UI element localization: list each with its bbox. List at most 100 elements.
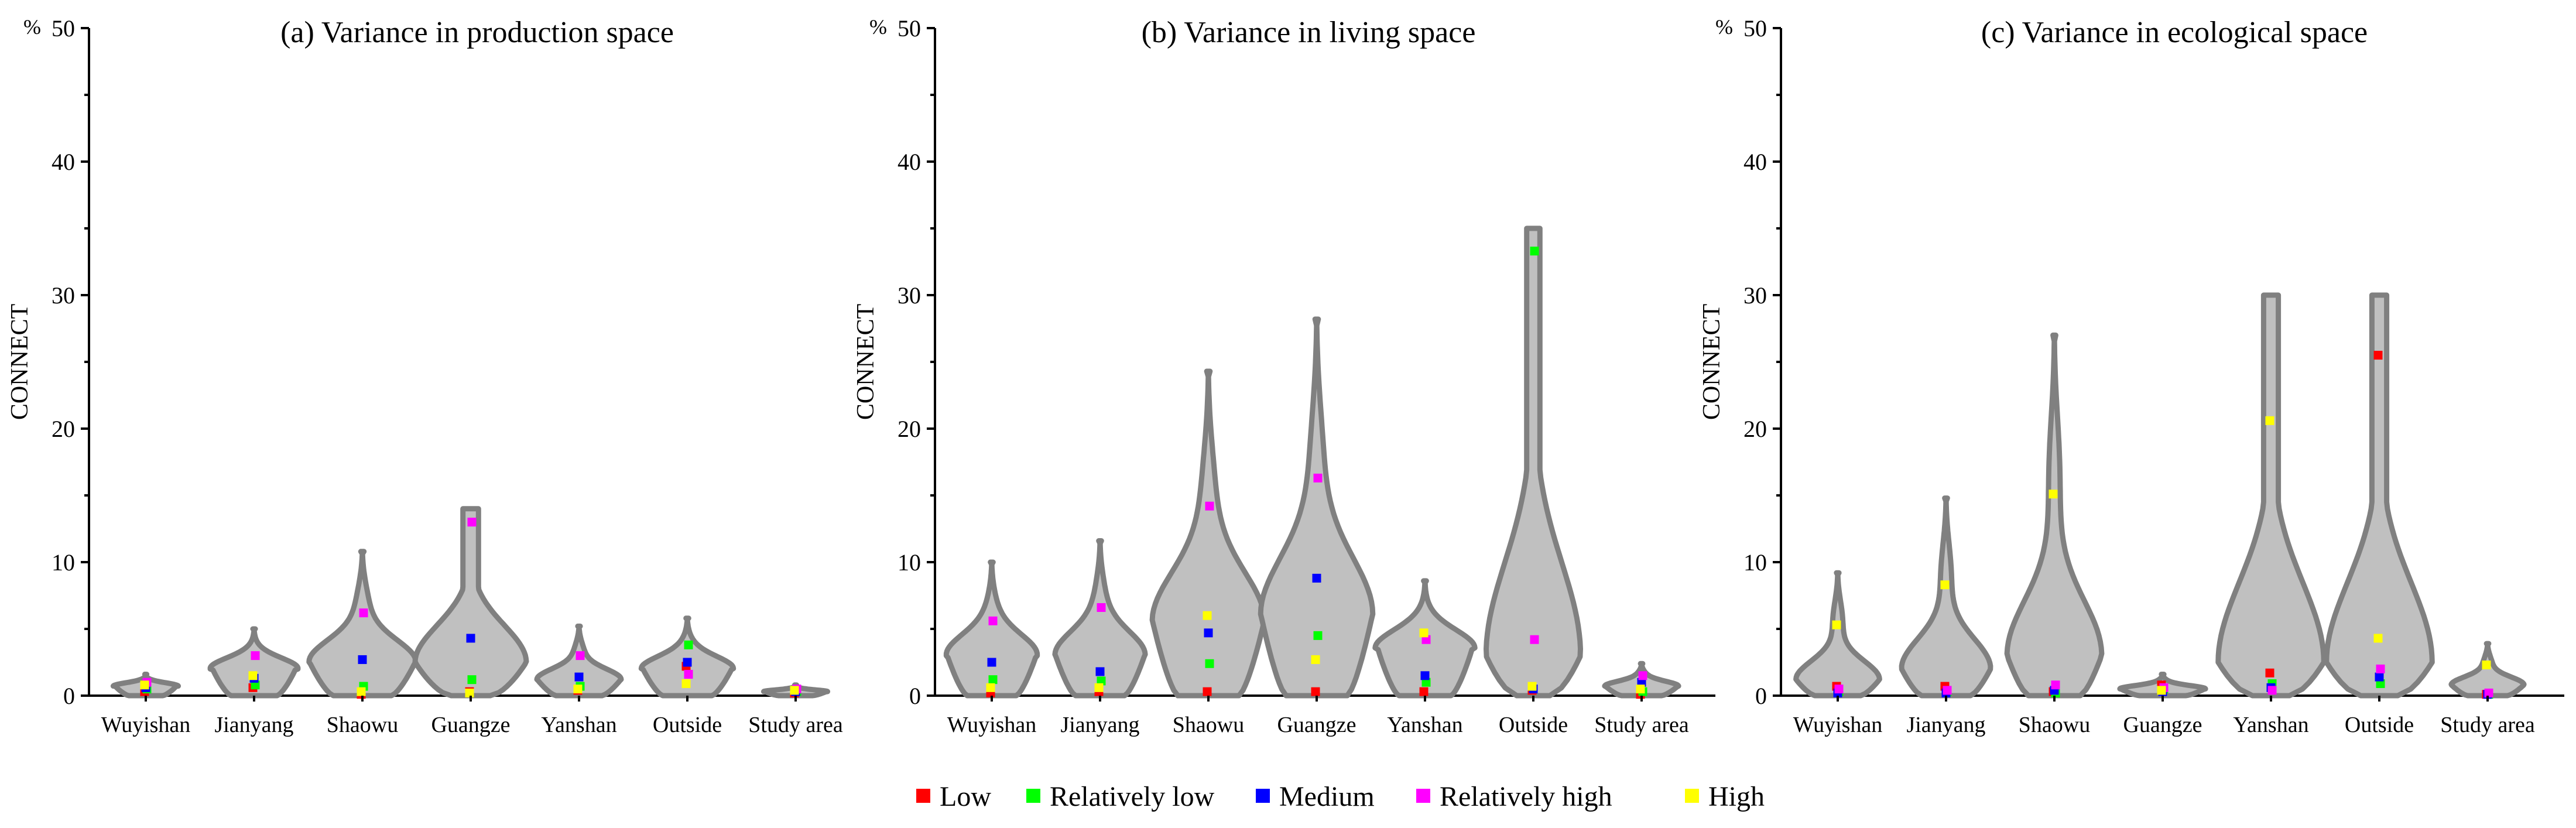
x-tick-label-wuyishan: Wuyishan <box>1793 713 1883 737</box>
y-tick-label: 50 <box>1743 15 1767 42</box>
point-relatively-high-shaowu <box>2051 680 2060 690</box>
violin-yanshan <box>534 623 624 699</box>
point-medium-wuyishan <box>987 658 996 667</box>
point-high-guangze <box>465 688 474 697</box>
point-high-study-area <box>2482 661 2491 670</box>
point-medium-shaowu <box>358 655 367 664</box>
point-medium-outside <box>683 658 692 667</box>
point-low-yanshan <box>2265 668 2274 678</box>
point-relatively-low-outside <box>684 640 693 649</box>
point-relatively-high-study-area <box>2484 688 2493 697</box>
violin-wuyishan <box>1793 570 1882 699</box>
violin-outside <box>2324 292 2435 699</box>
point-medium-outside <box>2375 672 2384 682</box>
x-tick-label-wuyishan: Wuyishan <box>101 713 191 737</box>
point-high-study-area <box>790 686 799 695</box>
panel-3: (c) Variance in ecological space% CONNECT… <box>1698 15 2564 737</box>
violin-outside <box>638 615 737 699</box>
legend-item-medium: Medium <box>1256 781 1375 812</box>
legend-item-high: High <box>1685 781 1765 812</box>
violin-guangze <box>1258 316 1376 699</box>
point-high-outside <box>2373 634 2383 643</box>
point-relatively-high-yanshan <box>576 651 585 661</box>
point-relatively-high-shaowu <box>359 608 368 618</box>
point-relatively-high-guangze <box>467 518 477 527</box>
violin-study-area <box>2448 641 2527 699</box>
y-tick-label: 10 <box>1743 549 1767 576</box>
x-tick-label-yanshan: Yanshan <box>1387 713 1462 737</box>
y-tick-label: 50 <box>898 15 921 42</box>
point-relatively-low-guangze <box>467 675 477 685</box>
y-unit-label: % <box>869 15 887 39</box>
point-relatively-high-yanshan <box>2267 686 2277 695</box>
x-tick-label-shaowu: Shaowu <box>2019 713 2090 737</box>
point-relatively-low-guangze <box>1313 631 1323 640</box>
panel-title: (a) Variance in production space <box>280 16 674 49</box>
x-tick-label-yanshan: Yanshan <box>2233 713 2308 737</box>
point-medium-yanshan <box>574 672 584 682</box>
y-axis-label: CONNECT <box>6 304 33 420</box>
y-tick-label: 0 <box>909 683 921 709</box>
legend-swatch <box>916 789 930 803</box>
violin-outside <box>1484 225 1583 699</box>
point-high-wuyishan <box>140 680 149 690</box>
y-tick-label: 40 <box>1743 149 1767 175</box>
point-relatively-low-outside <box>2376 679 2385 688</box>
violin-shaowu <box>2004 332 2105 699</box>
legend-label: Medium <box>1279 781 1375 812</box>
x-tick-label-guangze: Guangze <box>1277 713 1356 737</box>
point-medium-guangze <box>1312 573 1321 583</box>
point-high-guangze <box>2157 686 2166 695</box>
point-high-jianyang <box>1094 683 1104 692</box>
x-tick-label-shaowu: Shaowu <box>1173 713 1244 737</box>
point-relatively-high-guangze <box>1313 473 1323 483</box>
point-relatively-low-shaowu <box>1205 659 1214 668</box>
y-axis-label: CONNECT <box>852 304 879 420</box>
y-axis-label: CONNECT <box>1698 304 1725 420</box>
panel-2: (b) Variance in living space% CONNECT 0 10 2… <box>852 15 1715 737</box>
point-high-jianyang <box>1940 580 1950 590</box>
legend-swatch <box>1416 789 1430 803</box>
violin-shaowu <box>306 549 419 699</box>
point-high-outside <box>1527 682 1537 691</box>
point-low-outside <box>2373 351 2383 360</box>
legend: Low Relatively low Medium Relatively high Hi… <box>916 781 1765 812</box>
legend-label: High <box>1708 781 1765 812</box>
y-tick-label: 30 <box>52 282 75 309</box>
point-high-shaowu <box>2049 490 2058 499</box>
point-relatively-high-wuyishan <box>988 616 998 625</box>
point-relatively-high-jianyang <box>1943 686 1952 695</box>
panel-title: (b) Variance in living space <box>1142 16 1476 49</box>
y-tick-label: 10 <box>52 549 75 576</box>
point-medium-jianyang <box>1095 667 1105 676</box>
point-relatively-high-outside <box>1530 635 1539 644</box>
y-tick-label: 40 <box>52 149 75 175</box>
x-tick-label-study-area: Study area <box>1594 713 1689 737</box>
y-unit-label: % <box>23 15 41 39</box>
point-relatively-high-yanshan <box>1421 635 1431 644</box>
point-high-wuyishan <box>986 683 995 692</box>
y-tick-label: 0 <box>1755 683 1767 709</box>
chart-panels: (a) Variance in production space% CONNECT… <box>6 15 2564 737</box>
violin-guangze <box>412 506 529 699</box>
y-tick-label: 30 <box>898 282 921 309</box>
y-tick-label: 30 <box>1743 282 1767 309</box>
violin-shaowu <box>1149 368 1268 699</box>
violin-jianyang <box>1052 538 1148 699</box>
y-tick-label: 10 <box>898 549 921 576</box>
violin-jianyang <box>207 626 301 699</box>
violin-yanshan <box>2215 292 2327 699</box>
legend-swatch <box>1256 789 1270 803</box>
panel-title: (c) Variance in ecological space <box>1981 16 2368 49</box>
x-tick-label-guangze: Guangze <box>2123 713 2202 737</box>
point-relatively-high-jianyang <box>1097 603 1106 613</box>
y-tick-label: 20 <box>1743 416 1767 442</box>
point-relatively-high-outside <box>2376 664 2385 673</box>
x-tick-label-jianyang: Jianyang <box>1906 713 1985 737</box>
point-relatively-high-wuyishan <box>1834 685 1844 694</box>
point-low-guangze <box>1311 687 1320 696</box>
point-relatively-high-shaowu <box>1205 501 1214 511</box>
legend-swatch <box>1026 789 1040 803</box>
point-high-jianyang <box>248 671 258 680</box>
